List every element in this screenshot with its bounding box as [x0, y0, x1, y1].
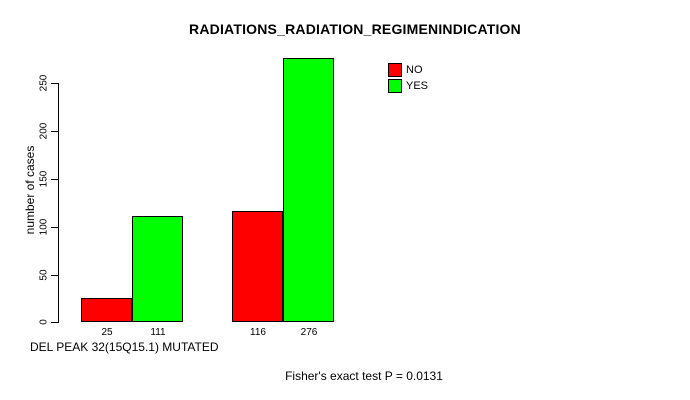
- bar-group2-no: [232, 211, 283, 322]
- y-tick-label: 150: [38, 170, 50, 188]
- y-tick: [51, 322, 58, 323]
- y-tick-label: 200: [38, 122, 50, 140]
- y-tick: [51, 275, 58, 276]
- y-tick-label: 50: [38, 269, 50, 281]
- legend-item-yes: YES: [388, 79, 428, 93]
- y-axis-label: number of cases: [23, 145, 37, 235]
- bar-value-label: 25: [101, 327, 113, 338]
- y-tick-label: 0: [38, 319, 50, 325]
- legend-item-no: NO: [388, 63, 428, 77]
- y-tick-label: 100: [38, 218, 50, 236]
- y-tick-label: 250: [38, 74, 50, 92]
- legend: NO YES: [388, 63, 428, 93]
- bar-group2-yes: [283, 58, 334, 322]
- legend-swatch-no: [388, 63, 402, 77]
- y-tick: [51, 227, 58, 228]
- legend-label-yes: YES: [406, 79, 429, 92]
- bar-value-label: 276: [300, 327, 318, 338]
- fisher-test-annotation: Fisher's exact test P = 0.0131: [285, 369, 443, 383]
- y-tick: [51, 83, 58, 84]
- bar-group1-yes: [132, 216, 183, 322]
- chart-title: RADIATIONS_RADIATION_REGIMENINDICATION: [189, 21, 521, 37]
- y-tick: [51, 131, 58, 132]
- y-axis-line: [58, 83, 59, 323]
- bar-group1-no: [81, 298, 132, 322]
- bar-value-label: 111: [150, 327, 166, 338]
- x-axis-label: DEL PEAK 32(15Q15.1) MUTATED: [30, 340, 219, 354]
- legend-swatch-yes: [388, 79, 402, 93]
- bar-value-label: 116: [250, 327, 266, 338]
- legend-label-no: NO: [406, 63, 423, 76]
- y-tick: [51, 179, 58, 180]
